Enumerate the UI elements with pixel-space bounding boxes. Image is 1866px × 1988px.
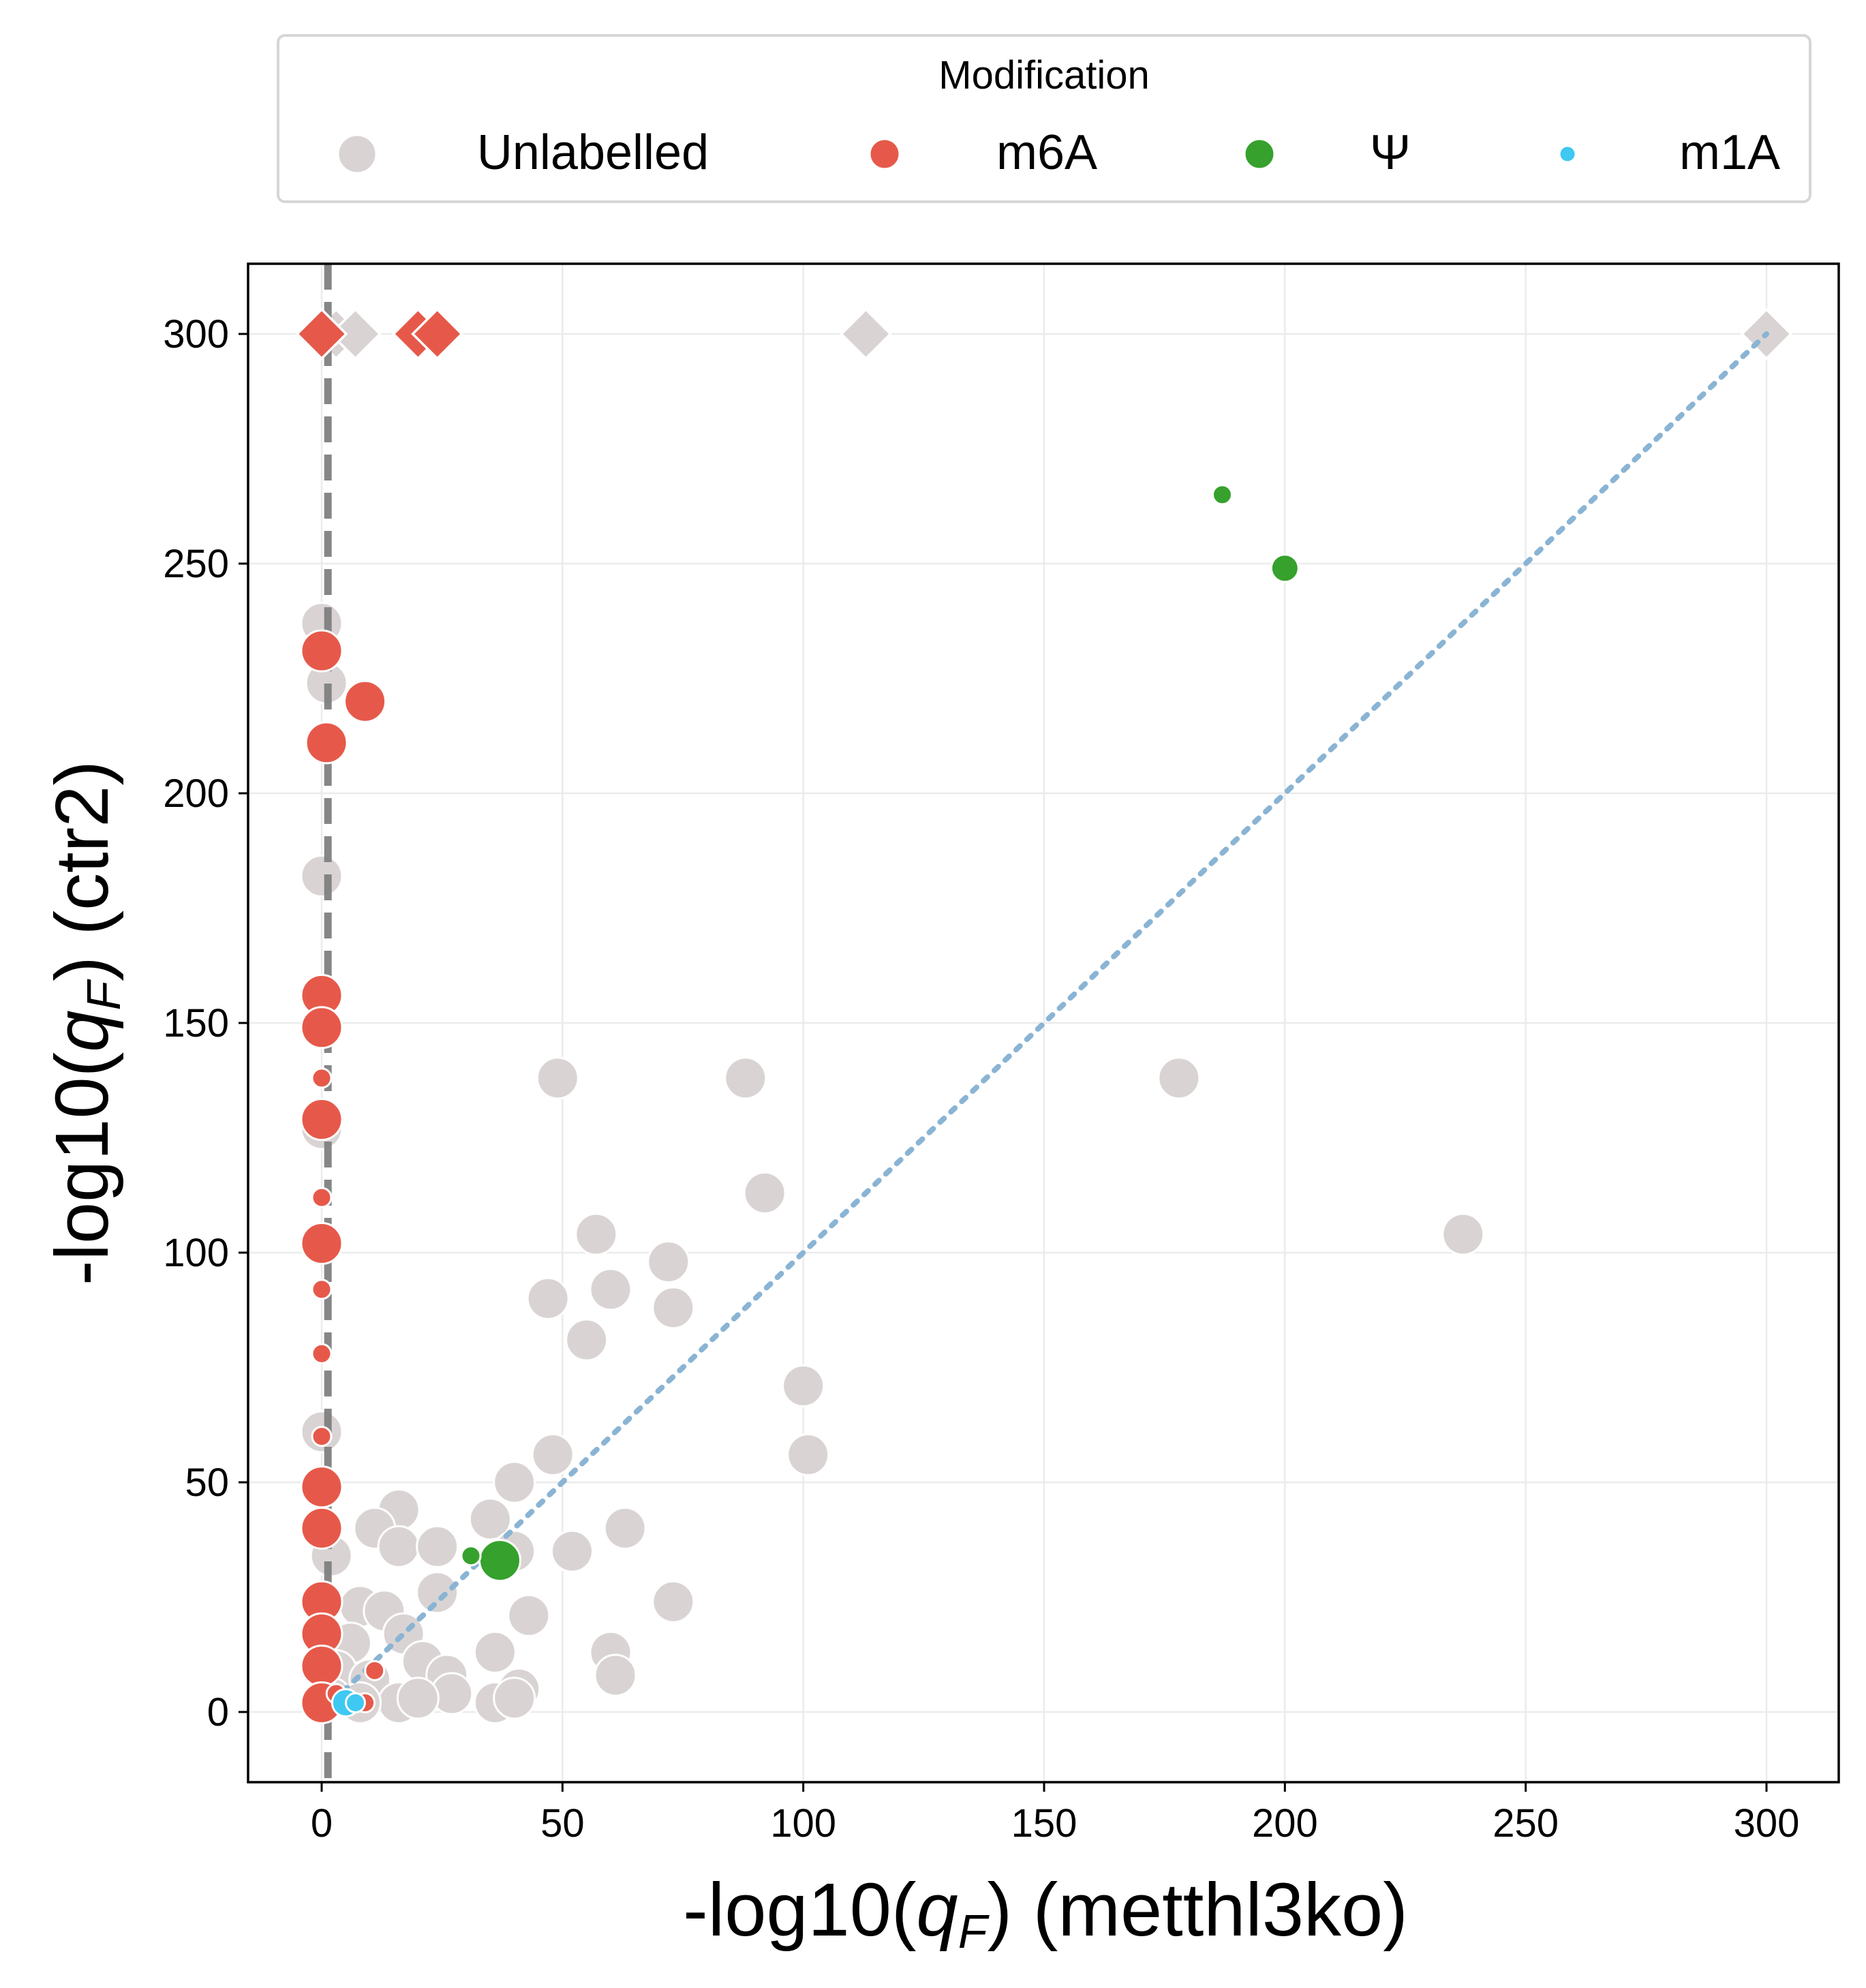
point-unlabelled [743,1171,786,1214]
point-m6a [311,1279,333,1300]
grid [248,264,1839,1782]
y-axis-title-var: q [40,1010,124,1052]
diagonal-reference-line [319,331,1769,1715]
point-m6a [311,1067,333,1089]
y-axis-title: -log10(qF) (ctr2) [40,761,130,1285]
x-tick-label: 300 [1734,1801,1800,1846]
point-unlabelled [416,1571,459,1615]
point-m6a [364,1660,386,1681]
point-m6a [311,1187,333,1208]
point-m6a [311,1343,333,1364]
legend-marker-psi [1243,138,1276,170]
point-unlabelled [652,1580,695,1623]
point-m6a-diamond [411,307,464,361]
data-points [295,264,1793,1782]
point-psi [460,1545,482,1567]
x-axis-title-post: ) (metthl3ko) [988,1868,1408,1952]
y-axis-title-post: ) (ctr2) [40,761,124,981]
point-m6a [305,721,348,765]
point-unlabelled [565,1318,609,1362]
point-m6a [300,1506,343,1550]
point-m6a [300,1222,343,1266]
x-tick-label: 0 [311,1801,333,1846]
point-unlabelled [507,1593,551,1637]
point-unlabelled [550,1529,594,1573]
point-unlabelled [589,1268,632,1311]
legend-marker-unlabelled [337,134,378,174]
legend-marker-m1a [1558,144,1577,164]
point-m6a [300,1465,343,1509]
point-unlabelled [647,1240,690,1283]
x-tick-label: 150 [1011,1801,1077,1846]
point-m6a [343,679,387,723]
point-m6a-diamond [295,307,348,361]
x-tick-label: 200 [1252,1801,1318,1846]
point-unlabelled [786,1433,830,1477]
y-tick-label: 100 [163,1231,229,1275]
y-tick-label: 0 [207,1690,229,1734]
point-psi [1211,484,1233,506]
y-tick-label: 300 [163,312,229,356]
plot-area: 0 50 100 150 200 250 300 0 50 100 150 200 250 300 [163,262,1840,1846]
point-unlabelled [575,1212,618,1256]
point-unlabelled [594,1653,637,1697]
y-axis-title-sub: F [77,978,130,1010]
y-tick-label: 250 [163,542,229,586]
point-unlabelled [377,1525,420,1568]
point-unlabelled [416,1525,459,1568]
point-unlabelled [396,1677,440,1720]
point-unlabelled [493,1461,536,1504]
point-unlabelled [1157,1056,1201,1100]
x-axis-title: -log10(qF) (metthl3ko) [683,1868,1408,1958]
point-unlabelled [536,1056,579,1100]
x-axis-title-sub: F [958,1905,990,1958]
point-psi [478,1539,521,1582]
point-m1a [344,1692,366,1714]
point-unlabelled-diamond [840,307,893,361]
legend-label-m6a: m6A [996,125,1097,180]
y-axis-title-pre: -log10( [40,1052,124,1285]
point-unlabelled [526,1276,570,1320]
y-tick-label: 200 [163,771,229,816]
point-psi [1270,553,1300,583]
point-unlabelled [603,1506,647,1550]
point-unlabelled [652,1286,695,1330]
x-axis-title-var: q [917,1868,958,1952]
x-tick-label: 250 [1493,1801,1559,1846]
point-unlabelled [782,1364,825,1407]
x-tick-label: 50 [540,1801,585,1846]
legend-label-unlabelled: Unlabelled [477,125,709,180]
point-unlabelled [468,1497,512,1541]
y-tick-label: 150 [163,1001,229,1045]
legend-marker-m6a [868,138,901,170]
point-unlabelled [531,1433,575,1477]
x-axis-ticks: 0 50 100 150 200 250 300 [311,1782,1800,1846]
point-unlabelled [300,854,343,898]
point-m6a [300,1098,343,1142]
legend-label-m1a: m1A [1679,125,1780,180]
point-unlabelled [473,1630,517,1674]
point-m6a [300,629,343,673]
point-m6a [311,1426,333,1448]
point-unlabelled [493,1677,536,1720]
point-m6a [300,1006,343,1050]
x-tick-label: 100 [770,1801,836,1846]
y-tick-label: 50 [185,1461,229,1505]
legend-title: Modification [938,53,1149,97]
legend-frame [277,34,1811,203]
x-axis-title-pre: -log10( [683,1868,916,1952]
legend-label-psi: Ψ [1370,125,1411,180]
point-unlabelled [724,1056,767,1100]
y-axis-ticks: 0 50 100 150 200 250 300 [163,312,248,1734]
point-m6a [300,1645,343,1688]
point-unlabelled [1441,1212,1485,1256]
